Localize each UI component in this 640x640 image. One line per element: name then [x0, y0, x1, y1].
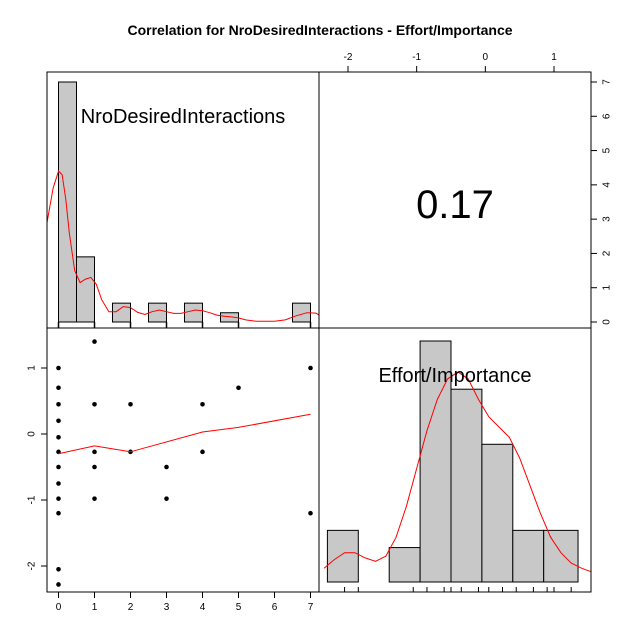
nro-rug	[57, 322, 312, 328]
effort-rug	[344, 587, 572, 592]
bottom-axis-tick-label: 6	[272, 602, 278, 613]
scatter-point	[308, 365, 313, 371]
right-axis-tick-label: 1	[602, 284, 613, 290]
bottom-axis-tick-label: 5	[236, 602, 242, 613]
effort-hist-bar	[512, 529, 545, 583]
scatter-point	[92, 402, 97, 407]
scatter-point	[56, 418, 61, 424]
scatter-point	[164, 464, 169, 470]
top-axis-tick-label: -2	[344, 52, 353, 63]
scatter-point	[56, 496, 61, 501]
top-axis-tick-label: -1	[412, 52, 421, 63]
scatter-point	[56, 582, 61, 587]
nro-density-curve	[46, 170, 320, 322]
left-axis-effort: -2 -1 0 1	[27, 365, 47, 570]
right-axis-tick-label: 5	[602, 147, 613, 153]
effort-histogram	[326, 340, 579, 583]
nro-hist-bar	[184, 302, 203, 323]
scatter-points	[56, 339, 313, 587]
left-axis-tick-label: 1	[27, 365, 38, 371]
effort-hist-bar	[450, 388, 483, 583]
effort-hist-bar	[326, 529, 359, 583]
nro-histogram	[58, 81, 311, 323]
nro-hist-bar	[76, 256, 95, 323]
panel-bottom-right	[318, 327, 592, 593]
scatter-point	[92, 449, 97, 455]
bottom-axis-tick-label: 4	[200, 602, 206, 613]
effort-hist-bar	[481, 443, 514, 583]
scatter-point	[56, 435, 61, 440]
scatter-point	[56, 567, 61, 572]
scatter-point	[200, 449, 205, 455]
correlation-value: 0.17	[416, 183, 494, 227]
right-axis-count: 0 1 2 3 4 5 6 7	[591, 79, 613, 325]
scatter-point	[92, 496, 97, 501]
panel-label-effort: Effort/Importance	[378, 365, 531, 387]
scatter-point	[56, 385, 61, 391]
nro-hist-bar	[58, 81, 77, 323]
effort-hist-bar	[388, 547, 421, 583]
bottom-axis-tick-label: 1	[92, 602, 98, 613]
effort-hist-bar	[543, 529, 579, 583]
left-axis-tick-label: -2	[27, 561, 38, 570]
effort-hist-bar	[419, 340, 452, 583]
scatter-point	[164, 496, 169, 501]
panel-label-nro: NroDesiredInteractions	[81, 106, 286, 128]
right-axis-tick-label: 0	[602, 319, 613, 325]
scatter-point	[308, 510, 313, 516]
top-axis-tick-label: 0	[483, 52, 489, 63]
chart-title: Correlation for NroDesiredInteractions -…	[127, 22, 512, 38]
scatter-point	[56, 464, 61, 470]
scatter-point	[56, 402, 61, 407]
bottom-axis-tick-label: 0	[56, 602, 62, 613]
scatter-point	[92, 464, 97, 470]
right-axis-tick-label: 4	[602, 182, 613, 188]
right-axis-tick-label: 7	[602, 79, 613, 85]
scatter-point	[92, 339, 97, 344]
top-axis-effort: -2 -1 0 1	[344, 52, 557, 73]
right-axis-tick-label: 2	[602, 250, 613, 256]
nro-hist-bar	[220, 312, 239, 323]
effort-density-curve	[323, 371, 592, 573]
top-axis-tick-label: 1	[551, 52, 557, 63]
bottom-axis-tick-label: 7	[308, 602, 314, 613]
scatter-point	[56, 510, 61, 516]
bottom-axis-tick-label: 3	[164, 602, 170, 613]
left-axis-tick-label: -1	[27, 495, 38, 504]
scatter-point	[56, 365, 61, 371]
scatter-point	[56, 481, 61, 486]
scatter-point	[128, 402, 133, 407]
scatter-point	[200, 402, 205, 407]
nro-hist-bar	[112, 302, 131, 323]
left-axis-tick-label: 0	[27, 431, 38, 437]
scatter-point	[236, 385, 241, 391]
right-axis-tick-label: 6	[602, 113, 613, 119]
bottom-axis-nro: 0 1 2 3 4 5 6 7	[56, 592, 314, 613]
scatter-smooth-line	[58, 413, 311, 455]
panel-bottom-left	[46, 327, 320, 593]
scatter-point	[56, 449, 61, 455]
bottom-axis-tick-label: 2	[128, 602, 134, 613]
right-axis-tick-label: 3	[602, 216, 613, 222]
